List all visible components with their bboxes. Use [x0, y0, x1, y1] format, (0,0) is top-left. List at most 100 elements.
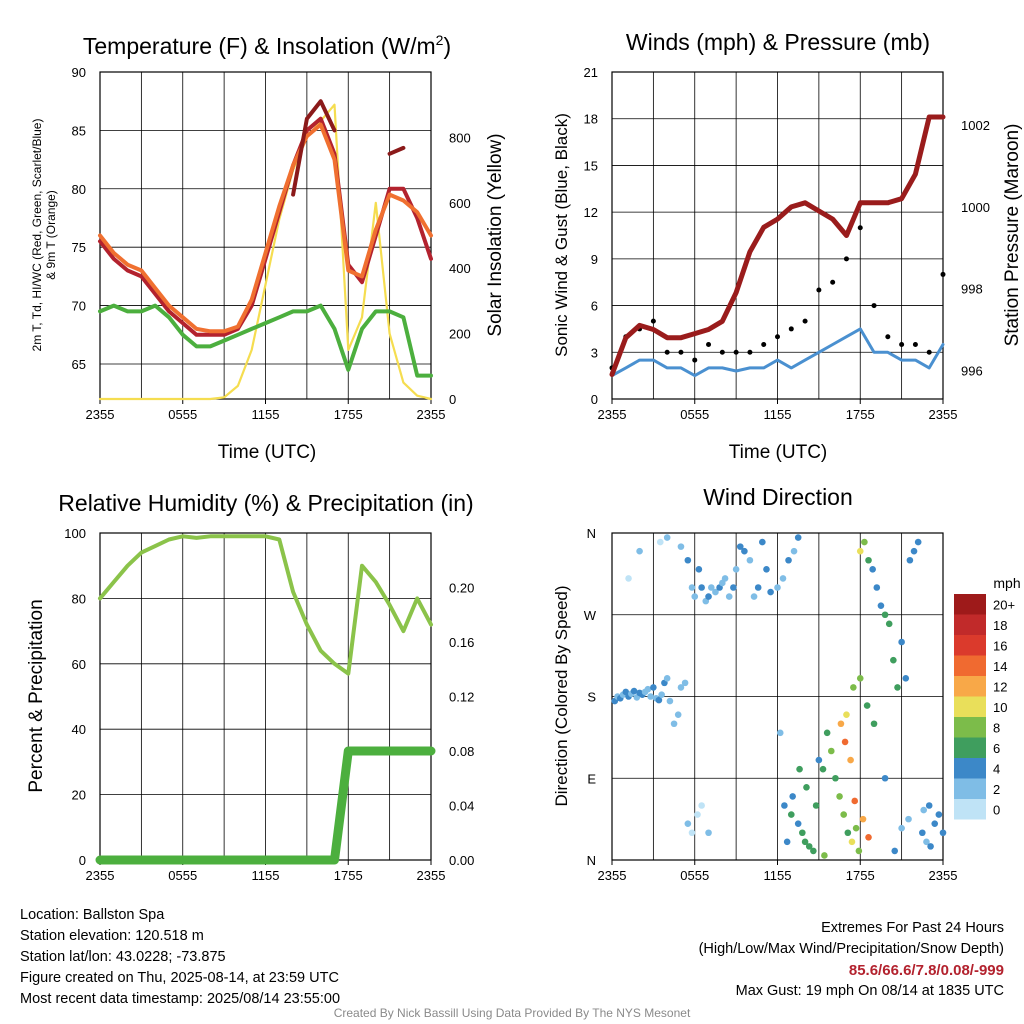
winds-panel: Winds (mph) & Pressure (mb) Time (UTC) S…	[552, 29, 1023, 463]
direction-point-49	[754, 584, 762, 591]
precip-y-tick-0.20: 0.20	[449, 581, 474, 596]
insolation-y-tick-0: 0	[449, 392, 456, 407]
direction-point-99	[935, 811, 943, 818]
direction-point-124	[783, 838, 791, 846]
direction-point-28	[663, 534, 671, 541]
direction-point-66	[799, 829, 806, 837]
direction-point-117	[865, 833, 872, 841]
direction-point-103	[905, 815, 912, 823]
direction-point-109	[856, 675, 864, 682]
direction-point-86	[881, 611, 889, 619]
temp-y-tick-80: 80	[72, 182, 86, 197]
precipitation-line-segment-0	[95, 746, 436, 865]
legend-label-18: 18	[993, 618, 1007, 633]
insolation-y-tick-600: 600	[449, 196, 471, 211]
wind-x-tick-label-1755-3: 1755	[846, 407, 875, 422]
rh-y-tick-80: 80	[72, 591, 86, 606]
humidity-panel-title: Relative Humidity (%) & Precipitation (i…	[58, 490, 473, 516]
direction-point-82	[865, 556, 872, 564]
legend-label-2: 2	[993, 782, 1000, 797]
speed-legend-title: mph	[993, 575, 1020, 591]
extremes-title: Extremes For Past 24 Hours	[821, 920, 1004, 936]
direction-point-44	[732, 566, 740, 573]
wind-x-tick-label-2355-4: 2355	[929, 407, 958, 422]
direction-point-53	[774, 584, 781, 591]
temperature-series-3-segment-0	[291, 99, 337, 197]
wind-direction-panel: Wind Direction Direction (Colored By Spe…	[552, 484, 1021, 883]
temp-x-tick-label-1755-3: 1755	[334, 407, 363, 422]
direction-point-77	[844, 829, 852, 837]
direction-point-76	[840, 811, 847, 818]
direction-point-20	[666, 697, 674, 705]
legend-label-4: 4	[993, 761, 1000, 776]
gust-point-16	[830, 279, 836, 285]
direction-point-87	[885, 620, 893, 628]
direction-point-101	[925, 802, 933, 809]
extremes-info: Extremes For Past 24 Hours (High/Low/Max…	[699, 918, 1004, 1002]
temp-y-tick-65: 65	[72, 357, 86, 372]
credit-line: Created By Nick Bassill Using Data Provi…	[333, 1006, 691, 1020]
direction-point-64	[787, 811, 795, 818]
direction-point-110	[850, 684, 857, 691]
direction-point-22	[674, 711, 682, 718]
legend-label-6: 6	[993, 741, 1000, 756]
direction-point-116	[859, 815, 867, 823]
legend-swatch-2	[954, 778, 986, 799]
winds-panel-title: Winds (mph) & Pressure (mb)	[626, 29, 930, 55]
direction-point-65	[794, 820, 802, 827]
insolation-y-tick-800: 800	[449, 130, 471, 145]
direction-point-69	[810, 847, 817, 855]
legend-swatch-6	[954, 737, 986, 758]
extremes-subtitle: (High/Low/Max Wind/Precipitation/Snow De…	[698, 941, 1004, 957]
direction-point-48	[750, 593, 758, 600]
gust-point-3	[650, 318, 656, 324]
direction-point-104	[898, 824, 905, 832]
direction-point-114	[847, 756, 854, 764]
gust-point-17	[843, 256, 849, 262]
direction-point-79	[852, 824, 860, 832]
direction-point-93	[910, 547, 918, 555]
direction-point-119	[821, 852, 828, 859]
direction-point-61	[698, 802, 705, 809]
direction-point-58	[684, 820, 692, 827]
temperature-panel-title: Temperature (F) & Insolation (W/m2)	[83, 32, 451, 59]
figure-created: Figure created on Thu, 2025-08-14, at 23…	[20, 970, 339, 986]
gust-point-12	[775, 334, 780, 340]
direction-point-42	[725, 593, 733, 600]
precip-y-tick-0.16: 0.16	[449, 635, 474, 650]
direction-point-68	[805, 843, 813, 850]
direction-y-tick-W-3: W	[584, 608, 597, 623]
station-location: Location: Ballston Spa	[20, 907, 165, 923]
temperature-series-3-segment-1	[387, 145, 406, 156]
direction-point-75	[836, 793, 843, 800]
rh-y-tick-40: 40	[72, 722, 86, 737]
legend-swatch-20+	[954, 594, 986, 615]
direction-y-tick-E-1: E	[587, 771, 596, 786]
direction-point-19	[663, 675, 671, 682]
wind-y-tick-21: 21	[584, 65, 598, 80]
gust-point-11	[761, 342, 767, 347]
direction-point-83	[869, 566, 876, 573]
direction-point-52	[767, 588, 774, 596]
wind-x-tick-label-0555-1: 0555	[680, 407, 709, 422]
direction-point-71	[819, 765, 827, 773]
direction-point-98	[931, 820, 939, 827]
direction-point-36	[705, 593, 712, 600]
station-latlon: Station lat/lon: 43.0228; -73.875	[20, 949, 226, 965]
direction-point-25	[625, 575, 632, 582]
direction-point-23	[677, 684, 685, 691]
direction-point-45	[736, 543, 744, 550]
direction-point-123	[789, 793, 796, 800]
direction-point-29	[677, 543, 685, 550]
direction-point-122	[796, 765, 803, 773]
direction-point-84	[873, 584, 881, 591]
rh-y-tick-0: 0	[79, 853, 86, 868]
gust-point-8	[719, 349, 725, 355]
dir-x-tick-label-2355-0: 2355	[598, 868, 627, 883]
wind-y-tick-18: 18	[584, 112, 598, 127]
direction-point-89	[894, 684, 901, 691]
rh-x-tick-label-2355-4: 2355	[417, 868, 446, 883]
legend-label-0: 0	[993, 802, 1000, 817]
direction-point-92	[906, 556, 914, 564]
direction-point-21	[670, 720, 678, 728]
